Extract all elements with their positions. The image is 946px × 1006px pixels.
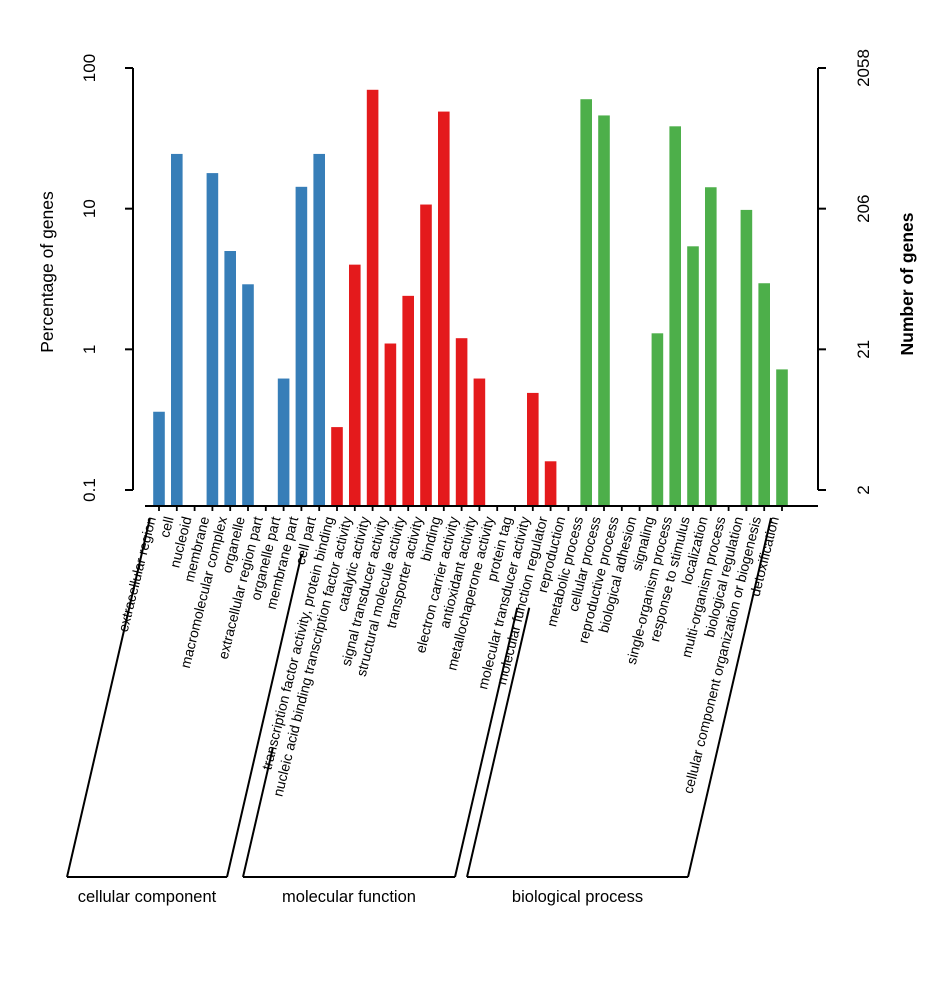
bar-binding	[438, 111, 450, 505]
right-axis-tick-label: 21	[854, 340, 873, 359]
bar-cell	[171, 153, 183, 506]
bar-detoxification	[776, 369, 788, 505]
bar-structural-molecule-activity	[402, 295, 414, 505]
category-label-cellular-component: cellular component	[78, 888, 217, 906]
bar-cell-part	[313, 153, 325, 506]
bracket-left-diagonal-biological-process	[466, 607, 531, 878]
bar-antioxidant-activity	[473, 378, 486, 505]
bar-organelle	[242, 284, 254, 505]
bar-response-to-stimulus	[687, 246, 699, 506]
bracket-left-diagonal-cellular-component	[66, 517, 151, 878]
left-axis-tick-label: 1	[80, 345, 99, 354]
bar-organelle-part	[277, 378, 290, 505]
right-axis-tick-label: 2	[854, 485, 873, 494]
category-label-biological-process: biological process	[512, 888, 643, 906]
bar-single-organism-process	[669, 126, 681, 505]
bracket-right-diagonal-biological-process	[687, 517, 772, 878]
bar-membrane-part	[295, 186, 308, 505]
bar-cellular-component-organization-or-biogenesis	[758, 283, 770, 505]
bar-extracellular-region	[153, 411, 165, 505]
bar-transcription-factor-activity-protein-binding	[331, 427, 343, 505]
bar-metabolic-process	[580, 99, 592, 505]
left-axis-tick-label: 100	[80, 54, 99, 82]
bar-nucleic-acid-binding-transcription-factor-activity	[349, 264, 361, 505]
bar-molecular-transducer-activity	[527, 392, 539, 505]
bar-transporter-activity	[420, 204, 432, 505]
bracket-right-diagonal-cellular-component	[226, 553, 303, 878]
bar-electron-carrier-activity	[455, 338, 468, 505]
left-axis-title: Percentage of genes	[37, 191, 57, 353]
bar-cellular-process	[598, 115, 610, 506]
bracket-left-diagonal-molecular-function	[242, 747, 274, 878]
bar-signaling	[651, 333, 664, 505]
bar-signal-transducer-activity	[384, 343, 397, 505]
bar-biological-regulation	[740, 209, 753, 505]
bar-macromolecular-complex	[224, 251, 236, 505]
right-axis-tick-label: 2058	[854, 49, 873, 87]
x-tick-label-cell: cell	[156, 515, 177, 539]
bar-molecular-function-regulator	[544, 461, 557, 505]
left-axis-tick-label: 0.1	[80, 478, 99, 502]
right-axis-tick-label: 206	[854, 194, 873, 222]
right-axis-title: Number of genes	[897, 212, 917, 355]
bar-catalytic-activity	[366, 89, 379, 505]
bar-membrane	[206, 173, 219, 505]
left-axis-tick-label: 10	[80, 199, 99, 218]
category-label-molecular-function: molecular function	[282, 888, 416, 906]
bracket-right-diagonal-molecular-function	[454, 607, 519, 878]
bar-localization	[705, 187, 717, 506]
